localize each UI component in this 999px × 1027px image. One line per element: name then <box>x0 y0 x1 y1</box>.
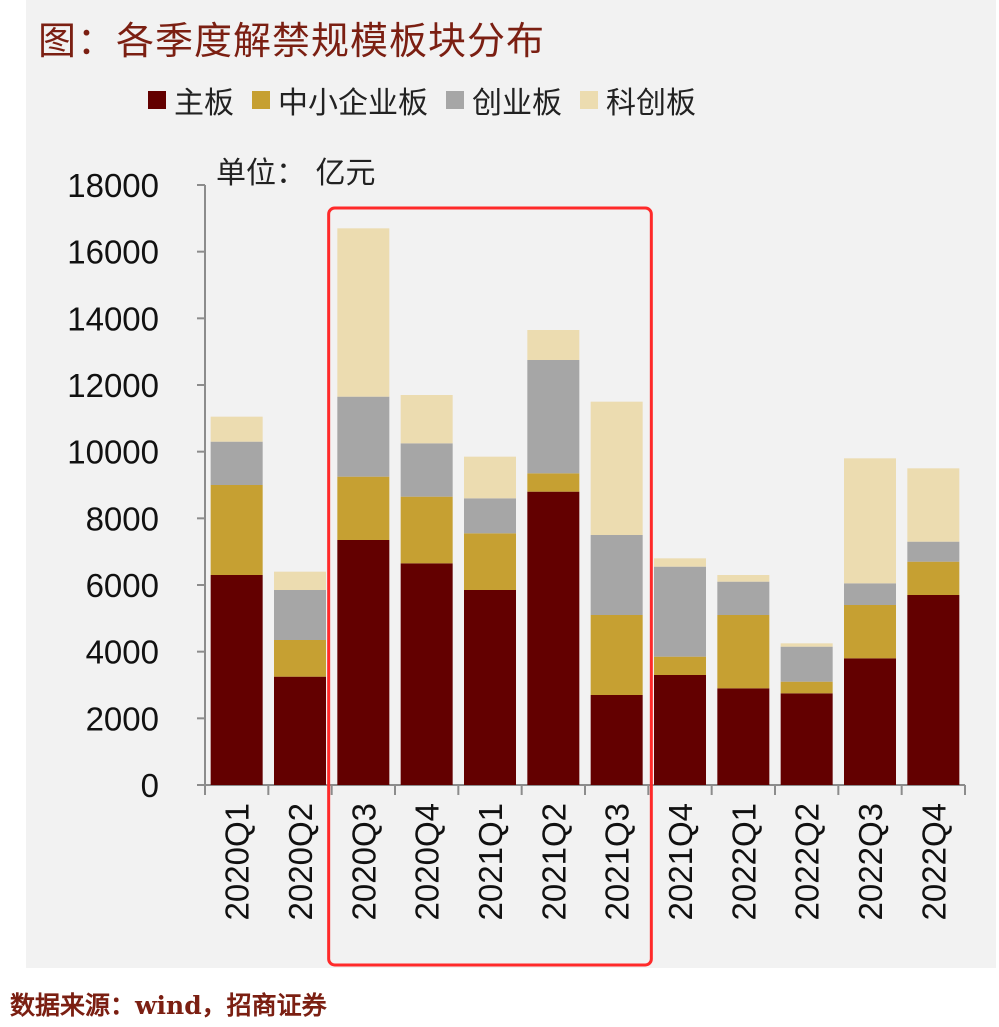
bar-segment-2022Q4-s0 <box>907 595 960 785</box>
y-tick-label: 4000 <box>86 634 159 671</box>
y-tick-label: 18000 <box>67 167 159 204</box>
x-tick-label: 2020Q4 <box>409 803 446 920</box>
bar-segment-2020Q1-s3 <box>210 416 263 442</box>
x-tick-label: 2020Q1 <box>219 803 256 920</box>
bar-segment-2022Q1-s3 <box>717 575 770 582</box>
y-tick-label: 12000 <box>67 367 159 404</box>
bar-segment-2020Q4-s0 <box>400 563 453 785</box>
x-tick-label: 2022Q3 <box>852 803 889 920</box>
y-tick-label: 0 <box>141 767 159 804</box>
bar-segment-2021Q2-s1 <box>527 473 580 492</box>
bar-segment-2020Q2-s0 <box>274 676 326 785</box>
unit-label: 单位： 亿元 <box>216 156 376 191</box>
x-tick-label: 2020Q3 <box>345 803 382 920</box>
legend-item-main-board: 主板 <box>148 78 234 122</box>
bar-segment-2021Q3-s1 <box>590 615 643 695</box>
bar-segment-2022Q3-s2 <box>844 583 896 605</box>
bar-segment-2020Q1-s0 <box>210 575 263 785</box>
x-tick-label: 2021Q3 <box>599 803 636 920</box>
legend-item-star-market: 科创板 <box>580 78 696 122</box>
bar-segment-2020Q2-s2 <box>274 590 326 640</box>
highlight-layer <box>327 206 653 967</box>
highlight-box <box>327 206 653 967</box>
legend-item-sme-board: 中小企业板 <box>252 78 428 122</box>
bar-segment-2021Q4-s2 <box>654 566 706 657</box>
bar-segment-2020Q4-s1 <box>400 496 453 564</box>
bar-segment-2020Q3-s2 <box>337 396 390 477</box>
data-source: 数据来源：wind，招商证券 <box>10 991 327 1020</box>
bar-segment-2020Q3-s3 <box>337 228 390 397</box>
bar-segment-2021Q3-s2 <box>590 535 643 615</box>
legend-swatch-sme-board <box>252 91 270 109</box>
legend-label-main-board: 主板 <box>174 86 234 121</box>
legend-swatch-chinext <box>446 91 464 109</box>
x-tick-label: 2022Q1 <box>725 803 762 920</box>
legend-label-chinext: 创业板 <box>472 86 562 121</box>
y-tick-label: 10000 <box>67 434 159 471</box>
bar-segment-2020Q1-s2 <box>210 441 263 485</box>
x-tick-label: 2021Q1 <box>472 803 509 920</box>
y-tick-label: 8000 <box>86 500 159 537</box>
bar-segment-2020Q4-s2 <box>400 443 453 497</box>
bar-segment-2021Q1-s0 <box>464 590 516 785</box>
bar-segment-2022Q1-s1 <box>717 615 770 689</box>
bar-segment-2022Q3-s3 <box>844 458 896 584</box>
x-axis <box>204 784 966 795</box>
bar-segment-2021Q2-s2 <box>527 360 580 474</box>
y-tick-label: 16000 <box>67 234 159 271</box>
bar-segment-2021Q2-s3 <box>527 330 580 360</box>
bar-segment-2021Q4-s0 <box>654 675 706 785</box>
y-tick-label: 2000 <box>86 700 159 737</box>
bar-segment-2022Q1-s0 <box>717 688 770 785</box>
bar-segment-2021Q4-s1 <box>654 656 706 675</box>
legend: 主板 中小企业板 创业板 科创板 <box>148 78 714 122</box>
legend-label-star-market: 科创板 <box>606 86 696 121</box>
bar-segment-2021Q3-s3 <box>590 401 643 535</box>
bar-segment-2022Q2-s3 <box>780 643 833 647</box>
bar-segment-2021Q2-s0 <box>527 491 580 785</box>
legend-item-chinext: 创业板 <box>446 78 562 122</box>
y-axis: 0 2000 4000 6000 8000 10000 12000 14000 16000 180… <box>67 167 206 804</box>
bar-segment-2021Q1-s3 <box>464 456 516 499</box>
bar-segment-2022Q3-s0 <box>844 658 896 785</box>
bar-segment-2020Q3-s0 <box>337 540 390 785</box>
x-tick-label: 2020Q2 <box>282 803 319 920</box>
y-tick-label: 6000 <box>86 567 159 604</box>
legend-swatch-main-board <box>148 91 166 109</box>
x-tick-label: 2021Q2 <box>535 803 572 920</box>
y-tick-label: 14000 <box>67 300 159 337</box>
bar-segment-2020Q2-s3 <box>274 571 326 590</box>
bar-segment-2020Q2-s1 <box>274 640 326 677</box>
bar-series <box>210 228 960 785</box>
bar-segment-2022Q4-s2 <box>907 541 960 562</box>
x-tick-label: 2021Q4 <box>662 803 699 920</box>
x-tick-label: 2022Q4 <box>915 803 952 920</box>
x-tick-label: 2022Q2 <box>789 803 826 920</box>
bar-segment-2022Q1-s2 <box>717 581 770 615</box>
bar-segment-2022Q4-s3 <box>907 468 960 542</box>
bar-segment-2022Q2-s0 <box>780 693 833 785</box>
bar-segment-2021Q4-s3 <box>654 558 706 567</box>
bar-segment-2022Q4-s1 <box>907 561 960 595</box>
bar-segment-2020Q4-s3 <box>400 395 453 444</box>
bar-segment-2020Q3-s1 <box>337 476 390 540</box>
chart-title: 图：各季度解禁规模板块分布 <box>38 19 546 63</box>
bar-segment-2021Q1-s1 <box>464 533 516 590</box>
bar-segment-2022Q2-s2 <box>780 646 833 682</box>
bar-segment-2021Q3-s0 <box>590 695 643 785</box>
bar-segment-2022Q2-s1 <box>780 681 833 694</box>
bar-segment-2022Q3-s1 <box>844 605 896 659</box>
legend-label-sme-board: 中小企业板 <box>278 86 428 121</box>
x-tick-labels: 2020Q1 2020Q2 2020Q3 2020Q4 2021Q1 2021Q2 2021… <box>219 803 953 920</box>
legend-swatch-star-market <box>580 91 598 109</box>
bar-segment-2020Q1-s1 <box>210 485 263 575</box>
bar-segment-2021Q1-s2 <box>464 498 516 534</box>
